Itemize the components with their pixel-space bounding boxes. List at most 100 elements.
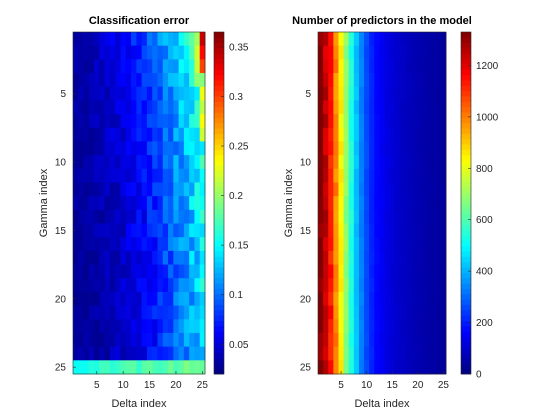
y-tick-label: 10 <box>55 157 67 168</box>
heatmap-cell <box>348 291 355 306</box>
heatmap-cell <box>323 305 329 320</box>
colorbar-segment <box>461 283 471 289</box>
heatmap-cell <box>78 332 84 348</box>
heatmap-cell <box>333 346 339 361</box>
heatmap-cell <box>338 237 344 252</box>
colorbar-segment <box>461 90 471 97</box>
heatmap-cell <box>430 45 437 60</box>
y-tick-label: 25 <box>300 363 312 374</box>
heatmap-cell <box>328 114 334 129</box>
colorbar-segment <box>214 357 224 364</box>
heatmap-cell <box>440 86 447 101</box>
heatmap-cell <box>435 155 442 170</box>
heatmap-cell <box>323 182 329 197</box>
heatmap-cell <box>152 45 158 60</box>
heatmap-cell <box>88 59 95 74</box>
heatmap-cell <box>343 223 350 238</box>
heatmap-cell <box>379 155 385 170</box>
heatmap-cell <box>83 100 90 115</box>
heatmap-cell <box>328 319 334 334</box>
heatmap-cell <box>146 223 153 238</box>
heatmap-cell <box>94 237 100 252</box>
heatmap-cell <box>115 32 121 47</box>
y-tick-label: 25 <box>55 363 67 374</box>
heatmap-cell <box>199 305 206 320</box>
heatmap-cell <box>178 86 185 101</box>
heatmap-cell <box>162 59 169 74</box>
x-axis-label: Delta index <box>111 398 167 410</box>
heatmap-cell <box>343 86 350 101</box>
heatmap-cell <box>405 250 411 265</box>
heatmap-cell <box>430 86 437 101</box>
colorbar-segment <box>461 293 471 300</box>
heatmap-cell <box>99 155 106 170</box>
heatmap-cell <box>109 264 116 279</box>
heatmap-cell <box>435 73 442 88</box>
x-tick-label: 25 <box>438 380 450 391</box>
heatmap-cell <box>399 168 406 183</box>
heatmap-cell <box>141 86 148 101</box>
heatmap-cell <box>440 168 447 183</box>
x-tick-label: 15 <box>144 380 156 391</box>
heatmap-cell <box>338 45 344 60</box>
colorbar-segment <box>214 160 224 166</box>
heatmap-cell <box>99 196 106 211</box>
heatmap-cell <box>405 155 411 170</box>
heatmap-cell <box>410 32 416 47</box>
heatmap-cell <box>353 209 360 224</box>
heatmap-cell <box>199 114 206 129</box>
heatmap-cell <box>73 305 79 320</box>
heatmap-cell <box>152 114 158 129</box>
heatmap-cell <box>146 291 153 306</box>
heatmap-cell <box>125 305 132 320</box>
heatmap-cell <box>88 32 95 47</box>
heatmap-cell <box>83 332 90 348</box>
heatmap-cell <box>173 182 179 197</box>
heatmap-cell <box>183 182 190 197</box>
heatmap-cell <box>131 59 137 74</box>
heatmap-cell <box>178 182 185 197</box>
heatmap-cell <box>440 332 447 348</box>
heatmap-cell <box>131 291 137 306</box>
colorbar-segment <box>214 229 224 236</box>
heatmap-cell <box>78 168 84 183</box>
heatmap-cell <box>415 45 421 60</box>
heatmap-cell <box>374 114 380 129</box>
heatmap-cell <box>389 223 396 238</box>
heatmap-cell <box>405 209 411 224</box>
heatmap-cell <box>333 291 339 306</box>
heatmap-cell <box>410 250 416 265</box>
heatmap-cell <box>99 291 106 306</box>
heatmap-cell <box>94 73 100 88</box>
heatmap-cell <box>178 223 185 238</box>
heatmap-cell <box>405 45 411 60</box>
heatmap-cell <box>358 168 365 183</box>
colorbar-segment <box>461 144 471 150</box>
heatmap-cell <box>104 360 111 375</box>
heatmap-cell <box>430 114 437 129</box>
heatmap-cell <box>405 332 411 348</box>
heatmap-cell <box>379 100 385 115</box>
heatmap-cell <box>425 332 432 348</box>
heatmap-cell <box>425 182 432 197</box>
heatmap-cell <box>430 264 437 279</box>
heatmap-cell <box>88 346 95 361</box>
heatmap-cell <box>343 319 350 334</box>
heatmap-cell <box>141 291 148 306</box>
heatmap-cell <box>389 291 396 306</box>
heatmap-cell <box>435 291 442 306</box>
heatmap-cell <box>323 86 329 101</box>
heatmap-cell <box>343 209 350 224</box>
heatmap-cell <box>152 264 158 279</box>
colorbar-segment <box>214 272 224 279</box>
heatmap-cell <box>173 332 179 348</box>
heatmap-cell <box>94 114 100 129</box>
colorbar-segment <box>214 267 224 273</box>
heatmap-cell <box>440 182 447 197</box>
heatmap-cell <box>364 155 370 170</box>
heatmap-cell <box>394 223 401 238</box>
heatmap-cell <box>115 155 121 170</box>
heatmap-cell <box>178 196 185 211</box>
heatmap-cell <box>168 305 174 320</box>
heatmap-cell <box>384 319 391 334</box>
